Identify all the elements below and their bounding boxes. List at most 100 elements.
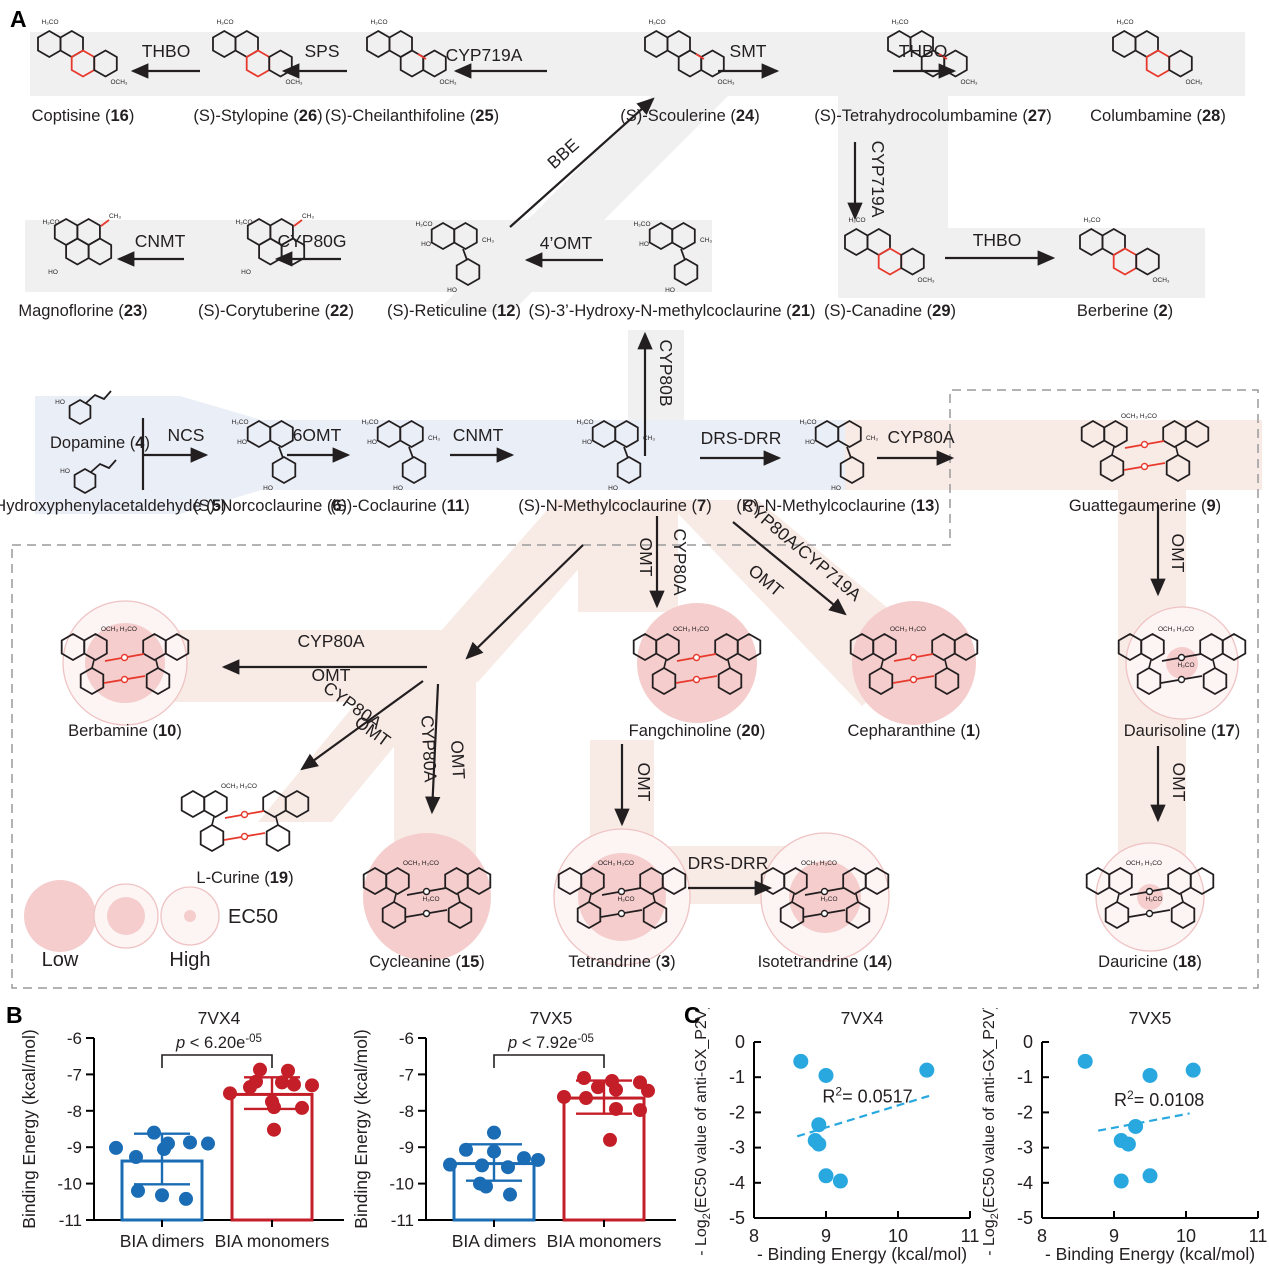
y-axis-label: - Log2(EC50 value of anti-GX_P2V) [981,1008,1001,1256]
compound-label: (S)-Tetrahydrocolumbamine (27) [814,107,1052,125]
molecule-structure: H₃CO OCH₃ [1079,217,1170,284]
data-point [479,1179,493,1194]
svg-text:OCH₃ H₃CO: OCH₃ H₃CO [1158,626,1194,633]
y-tick-label: -9 [67,1138,82,1157]
y-tick-label: -5 [729,1208,745,1228]
y-tick-label: -2 [729,1102,745,1122]
compound-label: Fangchinoline (20) [629,722,766,740]
chart-title: 7VX4 [198,1008,241,1028]
svg-text:CH₃: CH₃ [109,213,121,220]
molecule-structure: H₃CO OCH₃ [366,19,457,86]
svg-text:H₃CO: H₃CO [617,896,634,903]
compound-label: Coptisine (16) [32,107,135,125]
enzyme-label: CYP719A [868,141,888,218]
compound-label: Berberine (2) [1077,302,1173,320]
reaction-arrow [732,521,847,616]
svg-text:H₃CO: H₃CO [648,19,665,26]
enzyme-label: CYP80G [277,231,346,251]
svg-text:HO: HO [241,269,251,276]
svg-text:H₃CO: H₃CO [216,19,233,26]
data-point [287,1077,301,1092]
p-value-label: p < 7.92e-05 [507,1033,594,1052]
molecule-structure: H₃CO HO HO CH₃ [799,419,878,492]
molecule-structure: OCH₃ H₃CO H₃CO [362,860,492,930]
y-axis-label: Binding Energy (kcal/mol) [20,1029,39,1228]
svg-text:H₃CO: H₃CO [370,19,387,26]
x-axis-label: - Binding Energy (kcal/mol) [1045,1244,1255,1264]
svg-text:OCH₃: OCH₃ [439,79,456,86]
svg-text:H₃CO: H₃CO [891,19,908,26]
compound-label: (S)-N-Methylcoclaurine (7) [518,497,711,515]
svg-text:HO: HO [48,269,58,276]
ec50-legend-high: High [169,949,210,971]
y-tick-label: -1 [729,1067,745,1087]
data-point [633,1103,647,1118]
enzyme-label: OMT [1168,534,1188,573]
data-point [641,1083,655,1098]
data-point [267,1122,281,1137]
y-tick-label: -10 [57,1175,82,1194]
data-point [1142,1168,1158,1184]
data-point [1185,1062,1201,1078]
data-point [305,1078,319,1093]
y-tick-label: -3 [1017,1138,1033,1158]
compound-label: (S)-Stylopine (26) [193,107,322,125]
data-point [147,1125,161,1140]
compound-label: (S)-Cheilanthifoline (25) [325,107,499,125]
molecule-structure: H₃CO OCH₃ [1112,19,1203,86]
compound-label: Cycleanine (15) [369,953,485,971]
molecule-structure: H₃CO OCH₃ [212,19,303,86]
scatter-chart-7vx5: 8 9 10 11 0 -1 -2 -3 -4 -5 R2= 0.0108 7VX5 - Binding… [981,1008,1267,1264]
chart-title: 7VX5 [1129,1008,1172,1028]
y-tick-label: -1 [1017,1067,1033,1087]
x-tick-label: 9 [1109,1226,1119,1246]
molecule-structure: HO [55,390,112,426]
molecule-structure: H₃CO HO HO CH₃ [415,221,494,294]
significance-bracket [493,1054,605,1068]
data-point [183,1135,197,1150]
enzyme-label: OMT [634,763,654,802]
compound-label: (S)-Canadine (29) [824,302,956,320]
molecule-structure: OCH₃ H₃CO H₃CO [557,860,687,930]
enzyme-label: CNMT [135,231,186,251]
data-point [609,1101,623,1116]
compound-label: Dopamine (4) [50,434,150,452]
y-tick-label: 0 [735,1032,745,1052]
scatter-chart-7vx4: 8 9 10 11 0 -1 -2 -3 -4 -5 R2= 0.0517 7VX4 - Binding… [693,1008,980,1264]
p-value-label: p < 6.20e-05 [175,1033,262,1052]
x-tick-label: 11 [961,1226,980,1246]
svg-text:OCH₃: OCH₃ [717,79,734,86]
x-category-label: BIA monomers [547,1231,662,1251]
svg-text:H₃CO: H₃CO [820,896,837,903]
compound-label: Columbamine (28) [1090,107,1226,125]
data-point [531,1152,545,1167]
svg-text:OCH₃: OCH₃ [1152,277,1169,284]
enzyme-label: THBO [142,41,191,61]
svg-text:H₃CO: H₃CO [422,896,439,903]
data-point [487,1125,501,1140]
y-tick-label: -9 [399,1138,414,1157]
enzyme-label: CYP80A [887,427,954,447]
pathway-band [25,220,712,292]
x-tick-label: 9 [821,1226,831,1246]
data-point [1077,1053,1093,1069]
reaction-arrow [465,544,584,660]
svg-text:OCH₃ H₃CO: OCH₃ H₃CO [101,626,137,633]
enzyme-label: CYP80B [656,339,676,406]
svg-text:CH₃: CH₃ [302,213,314,220]
enzyme-label: CYP80A [297,631,364,651]
y-tick-label: -11 [391,1211,414,1230]
svg-text:OCH₃ H₃CO: OCH₃ H₃CO [801,860,837,867]
compound-label: Isotetrandrine (14) [758,953,893,971]
bar-chart-7vx5: -6 -7 -8 -9 -10 -11 BIA dimers BIA monomers 7VX5… [352,1008,676,1251]
reaction-arrow [300,680,424,771]
enzyme-label: CNMT [453,425,504,445]
compound-label: (R)-N-Methylcoclaurine (13) [736,497,940,515]
molecule-structure: H₃CO OCH₃ [844,217,935,284]
chart-title: 7VX5 [530,1008,573,1028]
svg-text:HO: HO [447,287,457,294]
y-tick-label: -6 [399,1029,414,1048]
data-point [459,1142,473,1157]
svg-text:CH₃: CH₃ [482,237,494,244]
